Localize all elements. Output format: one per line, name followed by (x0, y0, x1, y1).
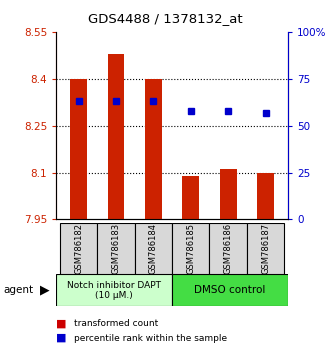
Bar (60, 223, 97, 274)
Bar (108, 54, 124, 219)
Bar (257, 173, 274, 219)
Text: GSM786184: GSM786184 (149, 223, 158, 274)
Bar (247, 223, 284, 274)
Text: GSM786182: GSM786182 (74, 223, 83, 274)
Bar (220, 170, 237, 219)
Bar (97, 223, 135, 274)
Bar (145, 79, 162, 219)
Text: ■: ■ (56, 333, 67, 343)
Bar (172, 274, 288, 306)
Bar (56, 274, 172, 306)
Bar (135, 223, 172, 274)
Text: GDS4488 / 1378132_at: GDS4488 / 1378132_at (88, 12, 243, 25)
Text: GSM786185: GSM786185 (186, 223, 195, 274)
Text: percentile rank within the sample: percentile rank within the sample (74, 333, 228, 343)
Text: DMSO control: DMSO control (194, 285, 266, 295)
Text: ▶: ▶ (40, 284, 50, 297)
Bar (70, 79, 87, 219)
Text: transformed count: transformed count (74, 319, 159, 329)
Text: ■: ■ (56, 319, 67, 329)
Text: GSM786187: GSM786187 (261, 223, 270, 274)
Bar (210, 223, 247, 274)
Bar (172, 223, 210, 274)
Text: GSM786183: GSM786183 (112, 223, 120, 274)
Text: Notch inhibitor DAPT
(10 μM.): Notch inhibitor DAPT (10 μM.) (67, 281, 161, 300)
Text: agent: agent (3, 285, 33, 295)
Bar (182, 176, 199, 219)
Text: GSM786186: GSM786186 (224, 223, 233, 274)
